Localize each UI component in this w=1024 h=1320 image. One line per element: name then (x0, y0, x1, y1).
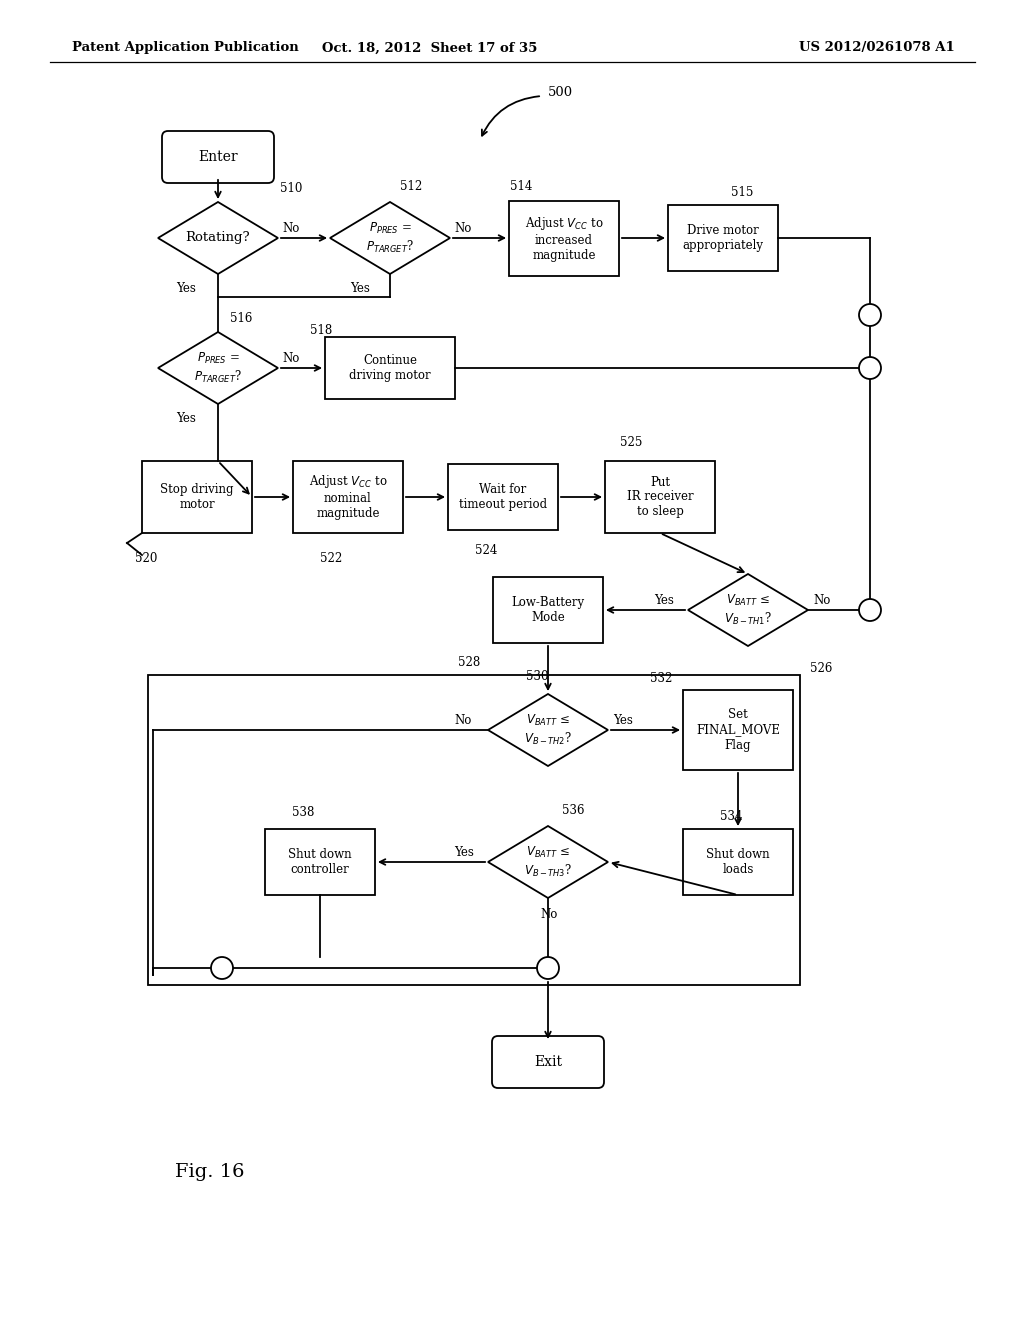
Text: 538: 538 (292, 805, 314, 818)
Text: 525: 525 (620, 437, 642, 450)
Bar (493, 577, 603, 643)
Text: No: No (454, 714, 471, 726)
Circle shape (211, 957, 233, 979)
Text: 512: 512 (400, 180, 422, 193)
Text: $V_{BATT}$ ≤
$V_{B-TH2}$?: $V_{BATT}$ ≤ $V_{B-TH2}$? (524, 713, 572, 747)
Text: Shut down
controller: Shut down controller (288, 847, 352, 876)
Polygon shape (330, 202, 450, 275)
Polygon shape (488, 694, 608, 766)
FancyBboxPatch shape (162, 131, 274, 183)
Text: Set
FINAL_MOVE
Flag: Set FINAL_MOVE Flag (696, 709, 780, 751)
Text: Rotating?: Rotating? (185, 231, 250, 244)
Bar (265, 829, 375, 895)
Text: 510: 510 (280, 181, 302, 194)
Text: Yes: Yes (176, 412, 196, 425)
Text: 518: 518 (310, 323, 332, 337)
Text: 516: 516 (230, 312, 252, 325)
Bar (148, 675, 800, 985)
Polygon shape (488, 826, 608, 898)
Text: 522: 522 (319, 553, 342, 565)
Text: Patent Application Publication: Patent Application Publication (72, 41, 299, 54)
Polygon shape (158, 202, 278, 275)
Text: 515: 515 (731, 186, 754, 198)
Text: No: No (282, 351, 299, 364)
Text: 530: 530 (526, 669, 549, 682)
Text: 524: 524 (475, 544, 498, 557)
Circle shape (859, 599, 881, 620)
Bar (683, 690, 793, 770)
Text: Yes: Yes (654, 594, 674, 606)
Bar (293, 461, 403, 533)
Text: No: No (282, 222, 299, 235)
Text: 536: 536 (562, 804, 585, 817)
Text: Enter: Enter (199, 150, 238, 164)
Text: Shut down
loads: Shut down loads (707, 847, 770, 876)
Circle shape (859, 356, 881, 379)
Bar (683, 829, 793, 895)
Text: Yes: Yes (613, 714, 633, 726)
Text: $V_{BATT}$ ≤
$V_{B-TH1}$?: $V_{BATT}$ ≤ $V_{B-TH1}$? (724, 593, 772, 627)
Circle shape (859, 304, 881, 326)
Text: 500: 500 (548, 86, 573, 99)
Text: 514: 514 (510, 180, 532, 193)
Text: Drive motor
appropriately: Drive motor appropriately (683, 224, 764, 252)
Text: 526: 526 (810, 661, 833, 675)
Text: No: No (454, 222, 471, 235)
Text: Put
IR receiver
to sleep: Put IR receiver to sleep (627, 475, 693, 519)
Text: 532: 532 (650, 672, 673, 685)
Text: No: No (540, 908, 557, 920)
Bar (668, 205, 778, 271)
Bar (509, 201, 618, 276)
Polygon shape (158, 333, 278, 404)
Text: Yes: Yes (454, 846, 474, 858)
Polygon shape (688, 574, 808, 645)
Text: 528: 528 (458, 656, 480, 668)
Text: Oct. 18, 2012  Sheet 17 of 35: Oct. 18, 2012 Sheet 17 of 35 (323, 41, 538, 54)
Bar (325, 337, 455, 399)
Text: Wait for
timeout period: Wait for timeout period (459, 483, 547, 511)
Text: Continue
driving motor: Continue driving motor (349, 354, 431, 381)
Text: No: No (813, 594, 830, 606)
Text: 534: 534 (720, 809, 742, 822)
FancyBboxPatch shape (492, 1036, 604, 1088)
Text: $V_{BATT}$ ≤
$V_{B-TH3}$?: $V_{BATT}$ ≤ $V_{B-TH3}$? (524, 845, 572, 879)
Text: Yes: Yes (176, 281, 196, 294)
Circle shape (537, 957, 559, 979)
Text: Adjust $V_{CC}$ to
increased
magnitude: Adjust $V_{CC}$ to increased magnitude (524, 214, 603, 261)
Text: Exit: Exit (534, 1055, 562, 1069)
Bar (605, 461, 715, 533)
Text: Adjust $V_{CC}$ to
nominal
magnitude: Adjust $V_{CC}$ to nominal magnitude (308, 474, 387, 520)
Text: US 2012/0261078 A1: US 2012/0261078 A1 (800, 41, 955, 54)
Text: Yes: Yes (350, 281, 370, 294)
Bar (142, 461, 252, 533)
Text: $P_{PRES}$ =
$P_{TARGET}$?: $P_{PRES}$ = $P_{TARGET}$? (366, 222, 414, 255)
Text: Stop driving
motor: Stop driving motor (160, 483, 233, 511)
Text: 520: 520 (135, 553, 158, 565)
Text: Fig. 16: Fig. 16 (175, 1163, 245, 1181)
Text: Low-Battery
Mode: Low-Battery Mode (511, 597, 585, 624)
Text: $P_{PRES}$ =
$P_{TARGET}$?: $P_{PRES}$ = $P_{TARGET}$? (194, 351, 242, 385)
Bar (449, 465, 558, 531)
